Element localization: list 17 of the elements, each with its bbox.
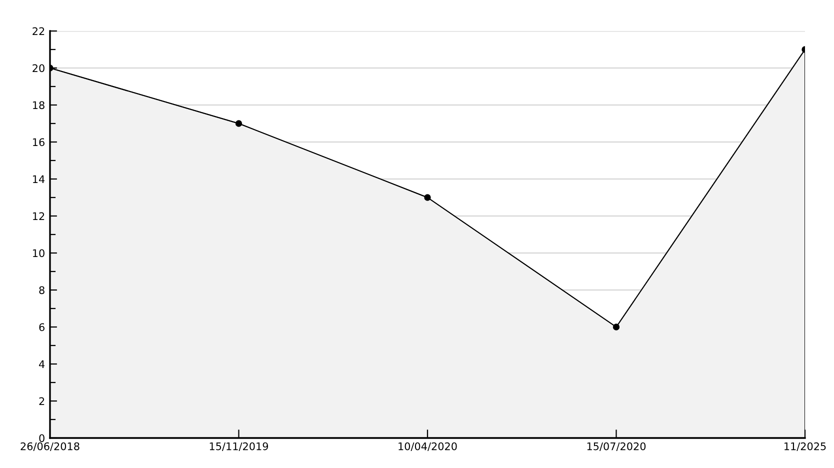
- y-tick-label: 14: [33, 175, 45, 183]
- y-tick-label: 22: [32, 27, 44, 35]
- x-tick-label: 15/07/2020: [587, 442, 646, 452]
- y-tick-label: 20: [32, 64, 44, 72]
- y-tick-label: 16: [33, 138, 44, 146]
- y-tick-label: 18: [33, 101, 44, 110]
- x-tick-label: 15/11/2019: [210, 442, 268, 452]
- y-tick-label: 8: [39, 286, 44, 294]
- y-tick-label: 10: [33, 249, 44, 258]
- x-tick-label: 26/06/2018: [20, 442, 80, 452]
- y-tick-label: 4: [39, 360, 45, 368]
- y-tick-label: 0: [39, 434, 44, 442]
- y-tick-label: 2: [39, 397, 44, 405]
- y-tick-label: 6: [39, 323, 44, 332]
- y-tick-label: 12: [33, 212, 44, 220]
- x-tick-label: 11/2025: [784, 442, 826, 452]
- x-tick-label: 10/04/2020: [398, 442, 457, 452]
